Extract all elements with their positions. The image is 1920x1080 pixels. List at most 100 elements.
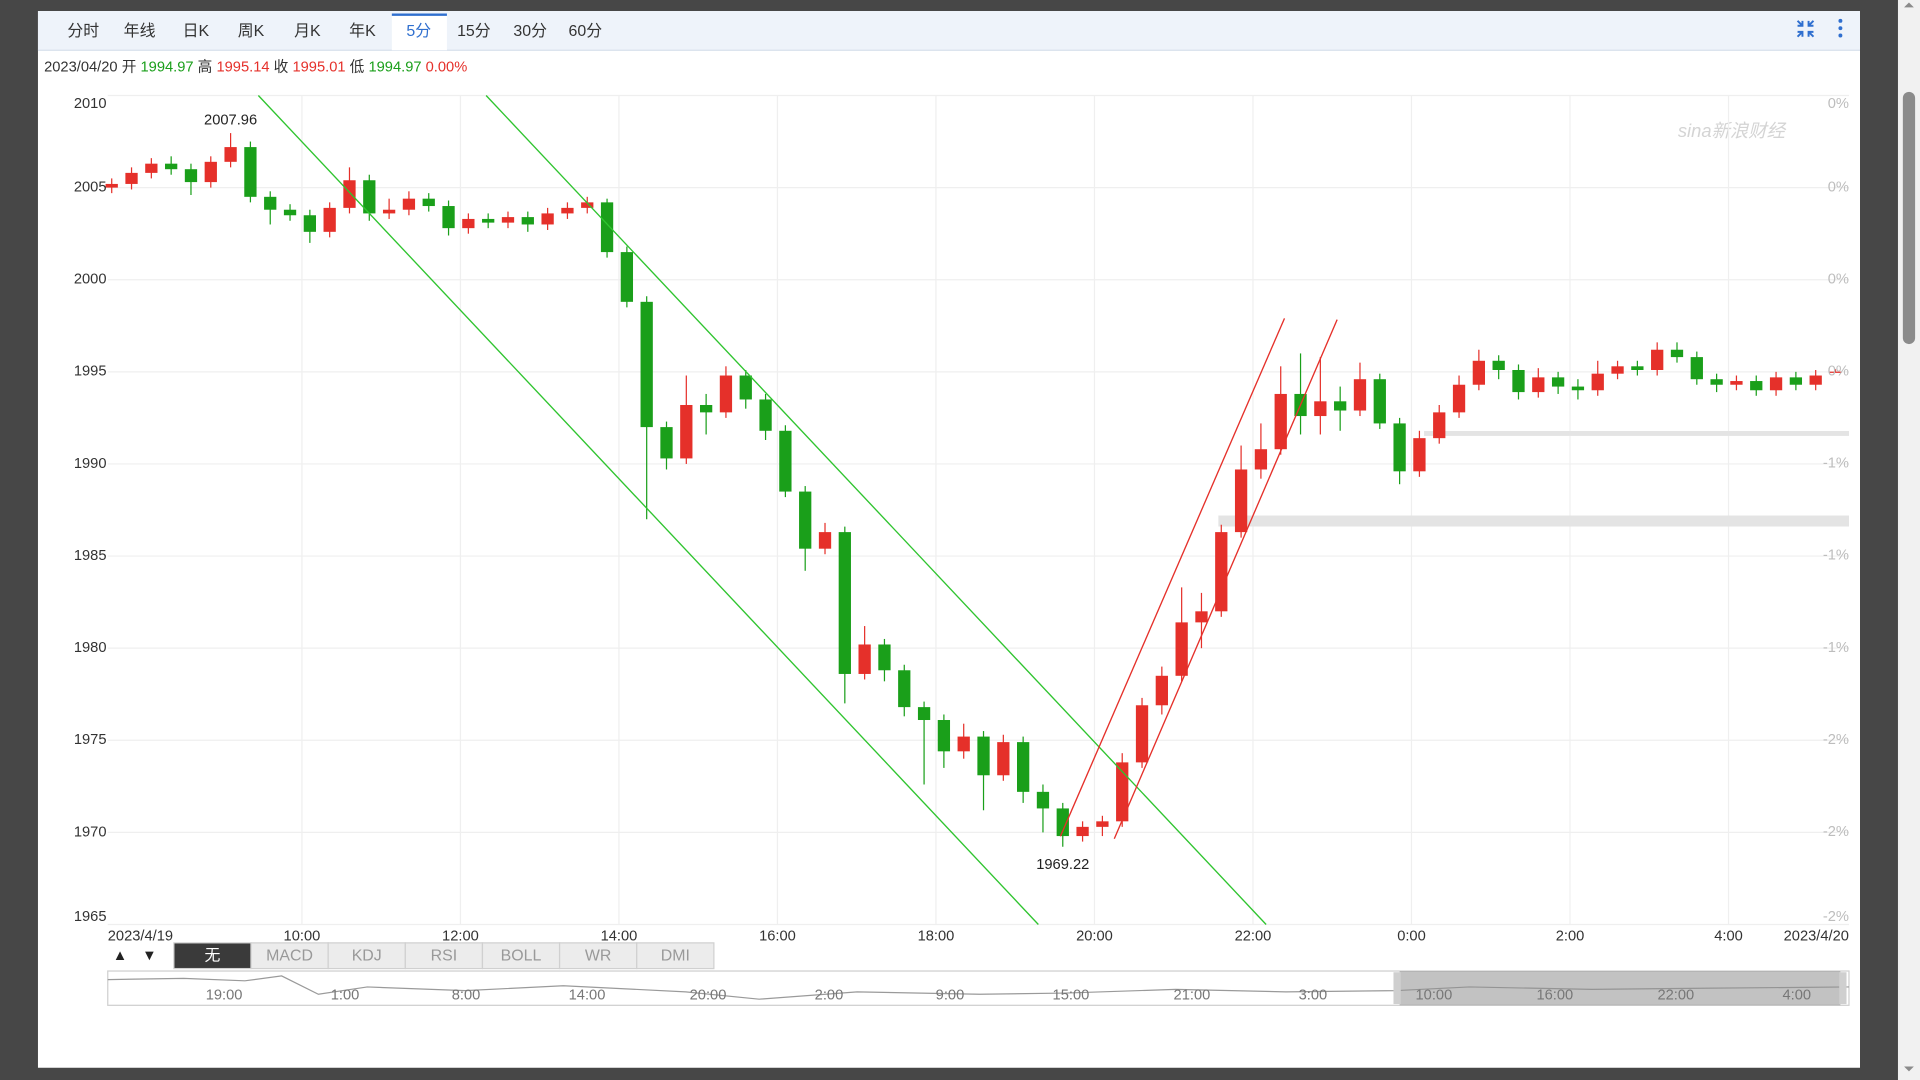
candle-body	[165, 163, 178, 170]
y-tick-label: 2005	[74, 179, 107, 195]
y2-tick-label: -1%	[1823, 456, 1849, 472]
navigator-label: 4:00	[1783, 987, 1812, 1003]
y2-tick-label: -1%	[1823, 548, 1849, 564]
candle-body	[1591, 373, 1604, 391]
candle-body	[1452, 384, 1466, 413]
candle-body	[818, 532, 832, 549]
x-tick-label: 0:00	[1397, 929, 1426, 945]
candle-body	[323, 207, 336, 232]
toolbar-tab[interactable]: 周K	[238, 23, 265, 40]
indicator-tab[interactable]: MACD	[266, 948, 313, 965]
toolbar-tab[interactable]: 30分	[513, 22, 547, 40]
navigator-handle[interactable]	[1839, 972, 1847, 1005]
candle-body	[1433, 412, 1446, 439]
candle-body	[937, 720, 951, 752]
grid	[107, 94, 1849, 926]
candle-body	[1611, 366, 1624, 374]
candle-body	[1096, 821, 1109, 827]
candle-body	[1175, 622, 1188, 676]
info-label: 收	[274, 58, 289, 75]
candle-body	[640, 301, 653, 428]
candle-body	[600, 202, 614, 253]
axes: 2010 2005 2000 1995 1990 1985 1980 1975 1970 1965…	[74, 96, 1849, 945]
arrow-down[interactable]: ▼	[142, 948, 157, 964]
info-date: 2023/04/20	[44, 59, 118, 75]
indicator-tab[interactable]: WR	[585, 948, 612, 965]
candle-body	[1690, 357, 1703, 380]
x-tick-label: 18:00	[918, 929, 955, 945]
candle-body	[462, 218, 475, 229]
candle-body	[1750, 381, 1763, 391]
indicator-tab-bg[interactable]	[404, 942, 484, 970]
y-tick-label: 2010	[74, 96, 107, 112]
navigator-handle[interactable]	[1393, 972, 1401, 1005]
indicator-tab-bg[interactable]	[481, 942, 561, 970]
indicator-tab[interactable]: RSI	[431, 948, 458, 965]
candle-body	[898, 670, 911, 708]
navigator-label: 22:00	[1657, 987, 1694, 1003]
candle-body	[1769, 377, 1783, 391]
scrollbar-thumb[interactable]	[1902, 91, 1916, 345]
candle-body	[1789, 377, 1803, 385]
y-tick-label: 2000	[74, 272, 107, 288]
candles: 2007.96 1969.22	[105, 113, 1842, 873]
candle-body	[997, 742, 1010, 776]
indicator-tab[interactable]: 无	[204, 948, 220, 965]
candle-body	[1373, 379, 1386, 424]
candle-body	[482, 218, 495, 223]
candle-body	[1393, 423, 1406, 472]
toolbar-tab[interactable]: 年线	[124, 22, 156, 40]
expand-icon[interactable]	[1796, 20, 1815, 38]
menu-icon[interactable]	[1838, 18, 1843, 38]
x-tick-label: 16:00	[759, 929, 796, 945]
x-tick-label: 14:00	[601, 929, 638, 945]
info-value: 1995.01	[292, 59, 345, 75]
candle-body	[125, 172, 138, 184]
candle-body	[561, 207, 574, 214]
candle-body	[799, 491, 812, 549]
candle-body	[680, 404, 693, 459]
navigator-label: 9:00	[936, 987, 965, 1003]
info-value: 1995.14	[216, 59, 269, 75]
candle-body	[1234, 469, 1248, 533]
toolbar-tab[interactable]: 分时	[67, 22, 99, 40]
y2-tick-label: -2%	[1823, 909, 1849, 925]
candle-body	[1274, 393, 1287, 450]
tab-selected-bg	[391, 13, 447, 51]
candle-body	[1314, 401, 1327, 417]
candle-body	[1056, 808, 1069, 837]
indicator-tab-bg[interactable]	[636, 942, 715, 970]
trend-lines	[257, 95, 1338, 925]
candle-body	[1413, 438, 1426, 472]
navigator-label: 16:00	[1536, 987, 1573, 1003]
candle-body	[1551, 377, 1565, 387]
navigator-label: 3:00	[1299, 987, 1328, 1003]
candle-body	[1651, 349, 1664, 370]
info-value: 1994.97	[368, 59, 421, 75]
candle-body	[1512, 369, 1525, 393]
y2-tick-label: -2%	[1823, 824, 1849, 840]
candle-body	[660, 427, 673, 459]
toolbar-tab[interactable]: 15分	[457, 22, 491, 40]
candle-body	[581, 202, 594, 208]
arrow-up[interactable]: ▲	[113, 948, 128, 964]
toolbar-tab[interactable]: 60分	[569, 22, 603, 40]
candle-body	[838, 532, 851, 674]
toolbar-tab[interactable]: 月K	[294, 23, 321, 40]
toolbar-tab[interactable]: 年K	[349, 22, 376, 40]
toolbar-tab[interactable]: 日K	[183, 23, 210, 40]
x-tick-label: 22:00	[1235, 929, 1272, 945]
info-value: 0.00%	[426, 59, 468, 75]
toolbar-tab[interactable]: 5分	[406, 22, 431, 40]
candle-body	[1710, 379, 1723, 385]
panel	[37, 11, 1860, 1068]
indicator-tab[interactable]: BOLL	[501, 948, 542, 965]
navigator-label: 19:00	[206, 987, 243, 1003]
navigator-label: 21:00	[1174, 987, 1211, 1003]
candle-body	[501, 217, 515, 223]
indicator-tab[interactable]: KDJ	[352, 948, 382, 965]
indicator-tab[interactable]: DMI	[661, 948, 690, 965]
indicator-tab-bg[interactable]	[250, 942, 329, 970]
navigator-window[interactable]	[1399, 971, 1841, 1006]
candle-body	[719, 375, 733, 413]
